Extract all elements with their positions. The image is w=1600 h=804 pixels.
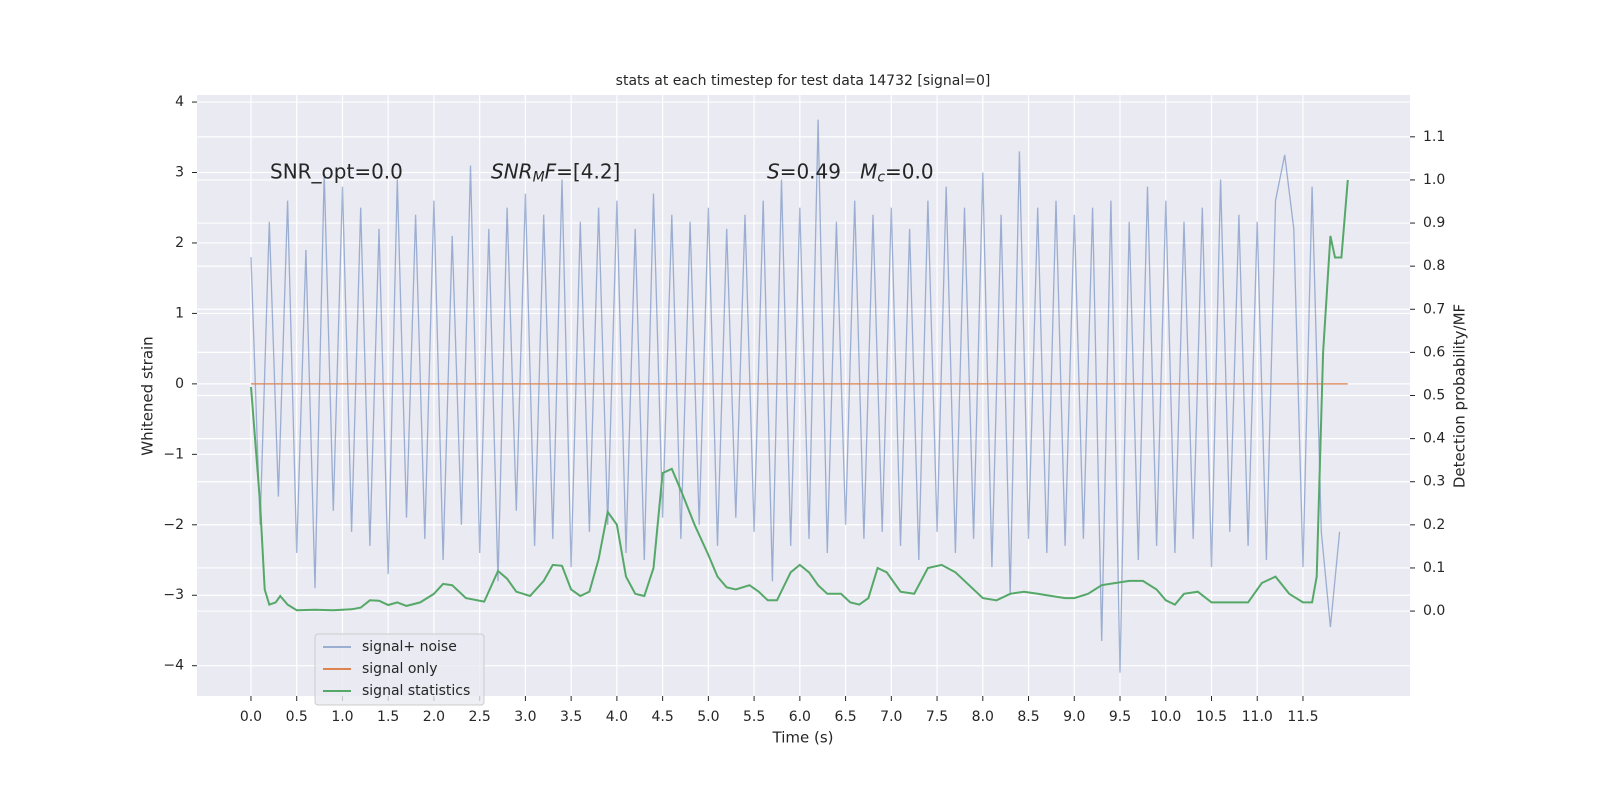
x-tick-label: 6.5 [834, 709, 856, 725]
y2-tick-label: 0.6 [1423, 344, 1445, 360]
y2-tick-label: 0.1 [1423, 560, 1445, 576]
x-tick-label: 4.5 [651, 709, 673, 725]
annotation: S=0.49 Mc=0.0 [767, 159, 934, 186]
x-tick-label: 8.5 [1017, 709, 1039, 725]
annotation-part: M [533, 170, 545, 186]
y2-axis-label: Detection probability/MF [1451, 304, 1469, 488]
x-tick-label: 3.0 [514, 709, 536, 725]
series-line [250, 179, 1349, 612]
x-tick-label: 3.5 [560, 709, 582, 725]
x-tick-label: 4.0 [606, 709, 628, 725]
x-tick-label: 8.0 [972, 709, 994, 725]
labels: 0.0 0.5 1.0 1.5 2.0 2.5 3.0 3.5 4.0 4.5 5.0 5.5 6.0 6… [163, 94, 1445, 725]
annotation-part: =0.49 [780, 159, 860, 183]
y2-tick-label: 0.5 [1423, 388, 1445, 404]
annotation-part: =[4.2] [556, 159, 620, 183]
annotation: SNRMF=[4.2] [491, 159, 620, 186]
y2-tick-label: 0.4 [1423, 431, 1445, 447]
chart-title: stats at each timestep for test data 147… [616, 73, 991, 89]
annotation: SNR_opt=0.0 [270, 159, 403, 183]
x-tick-label: 11.0 [1242, 709, 1273, 725]
y2-tick-label: 0.3 [1423, 474, 1445, 490]
x-tick-label: 1.0 [331, 709, 353, 725]
y-tick-label: 3 [175, 165, 184, 181]
legend-label: signal only [362, 661, 437, 677]
y-tick-label: −3 [163, 587, 184, 603]
y2-tick-label: 1.1 [1423, 129, 1445, 145]
x-tick-label: 5.0 [697, 709, 719, 725]
x-tick-label: 7.0 [880, 709, 902, 725]
x-tick-label: 0.0 [240, 709, 262, 725]
y-tick-label: 4 [175, 94, 184, 110]
x-tick-label: 6.0 [789, 709, 811, 725]
annotation-part: =0.0 [885, 159, 934, 183]
y2-tick-label: 0.9 [1423, 215, 1445, 231]
x-tick-label: 7.5 [926, 709, 948, 725]
y2-tick-label: 0.2 [1423, 517, 1445, 533]
x-tick-label: 11.5 [1287, 709, 1318, 725]
y-tick-label: 0 [175, 376, 184, 392]
y2-tick-label: 1.0 [1423, 172, 1445, 188]
x-tick-label: 9.0 [1063, 709, 1085, 725]
y-tick-label: 1 [175, 305, 184, 321]
x-tick-label: 9.5 [1109, 709, 1131, 725]
x-axis-label: Time (s) [772, 729, 834, 747]
y2-tick-label: 0.0 [1423, 603, 1445, 619]
y-axis-label: Whitened strain [139, 336, 157, 455]
x-tick-label: 10.5 [1196, 709, 1227, 725]
x-tick-label: 1.5 [377, 709, 399, 725]
x-tick-label: 10.0 [1150, 709, 1181, 725]
y-tick-label: 2 [175, 235, 184, 251]
annotation-part: S [767, 159, 780, 183]
y-tick-label: −2 [163, 517, 184, 533]
x-tick-label: 2.0 [423, 709, 445, 725]
annotation-part: c [877, 170, 885, 186]
marks [250, 119, 1349, 673]
x-tick-label: 0.5 [286, 709, 308, 725]
y-tick-label: −1 [163, 446, 184, 462]
series-line [250, 119, 1341, 673]
legend-label: signal statistics [362, 683, 470, 699]
x-tick-label: 2.5 [469, 709, 491, 725]
annotation-part: F [545, 159, 557, 183]
x-tick-label: 5.5 [743, 709, 765, 725]
legend-box [314, 633, 485, 706]
annotation-part: SNR_opt=0.0 [270, 159, 403, 183]
y2-tick-label: 0.7 [1423, 301, 1445, 317]
annotation-part: SNR [491, 159, 533, 183]
legend-label: signal+ noise [362, 639, 457, 655]
annotation-part: M [860, 159, 877, 183]
y-tick-label: −4 [163, 658, 184, 674]
y2-tick-label: 0.8 [1423, 258, 1445, 274]
